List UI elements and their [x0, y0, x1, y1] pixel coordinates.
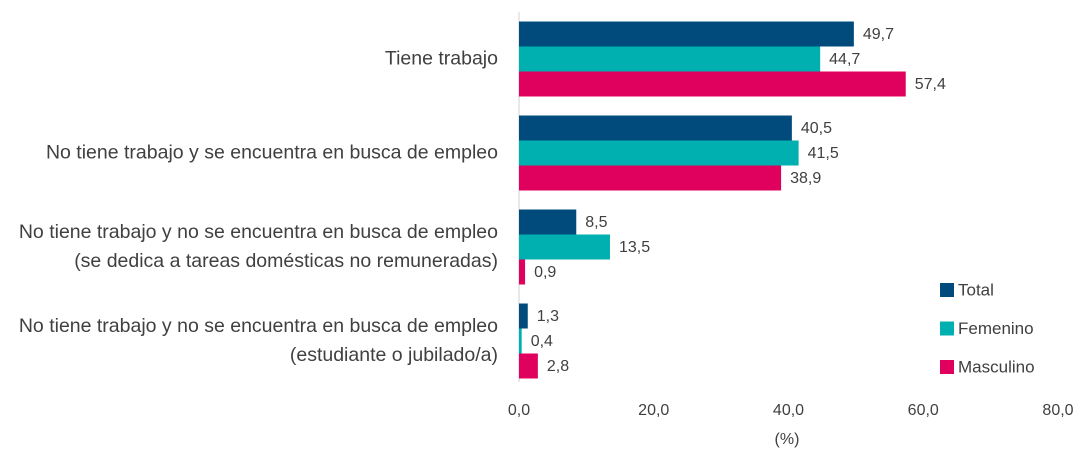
category-label: Tiene trabajo [384, 47, 498, 70]
bar [519, 234, 610, 260]
x-tick-label: 20,0 [638, 402, 669, 419]
legend-label: Total [958, 280, 994, 299]
value-label: 0,4 [531, 333, 553, 350]
x-tick-label: 80,0 [1042, 402, 1073, 419]
bar [519, 303, 528, 329]
bar [519, 115, 792, 141]
legend-label: Masculino [958, 357, 1035, 376]
value-label: 40,5 [801, 120, 832, 137]
value-label: 1,3 [537, 308, 559, 325]
bar [519, 46, 821, 72]
x-tick-label: 40,0 [773, 402, 804, 419]
category-label: No tiene trabajo y se encuentra en busca… [45, 141, 498, 164]
value-label: 13,5 [619, 239, 650, 256]
x-tick-label: 60,0 [908, 402, 939, 419]
bar [519, 21, 854, 47]
bar [519, 165, 782, 191]
x-tick-label: 0,0 [508, 402, 530, 419]
value-label: 2,8 [547, 358, 569, 375]
legend-swatch [940, 283, 954, 297]
value-label: 44,7 [829, 51, 860, 68]
bar [519, 259, 526, 285]
x-axis-label: (%) [775, 431, 800, 448]
legend-swatch [940, 321, 954, 336]
value-label: 41,5 [808, 145, 839, 162]
bar [519, 328, 522, 354]
value-label: 38,9 [790, 170, 821, 187]
bar [519, 209, 577, 235]
bar [519, 71, 906, 97]
category-label: No tiene trabajo y no se encuentra en bu… [18, 221, 498, 272]
value-label: 49,7 [863, 26, 894, 43]
bar [519, 140, 799, 166]
legend-label: Femenino [958, 319, 1034, 338]
value-label: 57,4 [915, 76, 946, 93]
value-label: 0,9 [534, 264, 556, 281]
value-label: 8,5 [585, 214, 607, 231]
legend-swatch [940, 360, 954, 374]
bar [519, 353, 538, 379]
category-label: No tiene trabajo y no se encuentra en bu… [18, 315, 498, 366]
